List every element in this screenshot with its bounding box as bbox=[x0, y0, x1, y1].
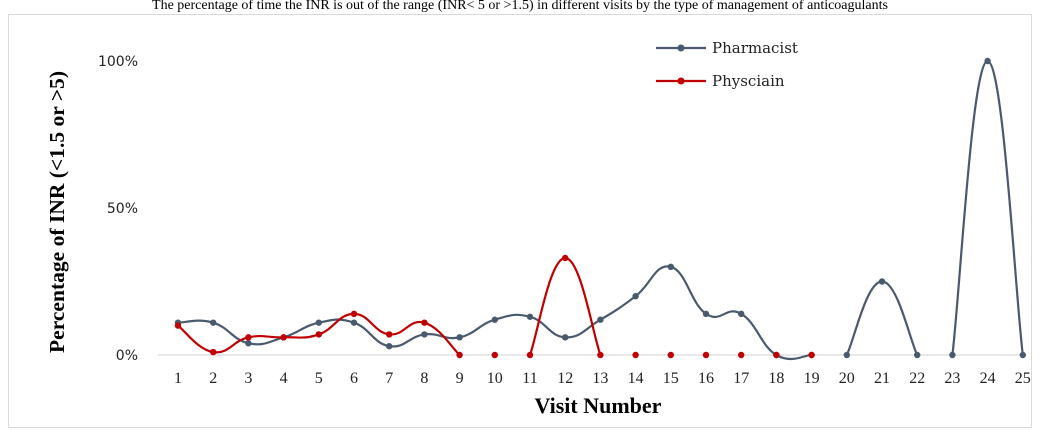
data-point-physciain bbox=[632, 351, 639, 359]
y-tick-label: 0% bbox=[116, 348, 138, 364]
x-tick-label: 12 bbox=[557, 370, 573, 387]
data-point-physciain bbox=[491, 351, 498, 359]
y-axis-label: Percentage of INR (<1.5 or >5) bbox=[45, 71, 69, 353]
data-point-physciain bbox=[315, 331, 322, 338]
x-tick-label: 8 bbox=[420, 370, 428, 387]
legend: Pharmacist Physciain bbox=[656, 39, 798, 90]
data-point-physciain bbox=[738, 351, 745, 359]
data-point-physciain bbox=[808, 351, 815, 359]
x-tick-label: 23 bbox=[944, 370, 960, 387]
data-point-physciain bbox=[174, 322, 182, 329]
legend-swatch-marker bbox=[677, 44, 685, 52]
data-point-pharmacist bbox=[667, 263, 674, 270]
legend-swatch-marker bbox=[677, 77, 685, 85]
x-tick-label: 18 bbox=[768, 370, 784, 387]
data-point-pharmacist bbox=[597, 316, 604, 323]
series-lines bbox=[177, 59, 1024, 361]
x-tick-label: 6 bbox=[350, 370, 358, 387]
data-point-pharmacist bbox=[878, 278, 886, 285]
x-tick-label: 3 bbox=[244, 370, 252, 387]
x-tick-label: 7 bbox=[385, 370, 393, 387]
x-tick-label: 4 bbox=[280, 370, 288, 387]
figure-caption: The percentage of time the INR is out of… bbox=[152, 0, 888, 13]
x-tick-label: 21 bbox=[874, 370, 890, 387]
data-point-pharmacist bbox=[843, 351, 850, 359]
data-point-pharmacist bbox=[350, 319, 358, 326]
chart-frame bbox=[8, 14, 1032, 428]
series-line-pharmacist bbox=[845, 280, 919, 356]
x-tick-label: 10 bbox=[487, 370, 503, 387]
data-point-pharmacist bbox=[702, 310, 710, 318]
x-tick-label: 1 bbox=[174, 370, 182, 387]
data-point-pharmacist bbox=[210, 319, 217, 326]
data-point-pharmacist bbox=[245, 340, 252, 347]
data-point-pharmacist bbox=[738, 310, 745, 318]
data-point-pharmacist bbox=[315, 319, 322, 326]
data-point-pharmacist bbox=[456, 334, 463, 341]
x-tick-label: 15 bbox=[663, 370, 679, 387]
data-point-pharmacist bbox=[386, 342, 393, 350]
data-point-physciain bbox=[526, 351, 534, 359]
x-tick-label: 16 bbox=[698, 370, 714, 387]
data-point-pharmacist bbox=[949, 351, 956, 359]
data-point-pharmacist bbox=[984, 57, 991, 65]
x-tick-labels: 1 2 3 4 5 6 7 8 9 10 11 12 13 14 15 16 17 18 19 20 21 22 23 24 2… bbox=[174, 370, 1031, 387]
data-point-physciain bbox=[667, 351, 674, 359]
x-tick-label: 24 bbox=[980, 370, 996, 387]
x-tick-label: 2 bbox=[209, 370, 217, 387]
x-tick-label: 20 bbox=[839, 370, 855, 387]
x-tick-label: 9 bbox=[456, 370, 464, 387]
y-tick-label: 50% bbox=[107, 201, 138, 217]
data-point-physciain bbox=[350, 310, 358, 318]
x-tick-label: 14 bbox=[628, 370, 644, 387]
data-point-physciain bbox=[386, 331, 393, 338]
x-tick-label: 25 bbox=[1015, 370, 1031, 387]
data-point-pharmacist bbox=[526, 313, 534, 320]
x-tick-label: 11 bbox=[522, 370, 537, 387]
data-point-pharmacist bbox=[562, 334, 569, 341]
x-tick-label: 17 bbox=[733, 370, 749, 387]
series-points bbox=[174, 57, 1026, 359]
data-point-physciain bbox=[456, 351, 463, 359]
data-point-pharmacist bbox=[632, 293, 639, 300]
data-point-physciain bbox=[280, 334, 287, 341]
x-tick-label: 13 bbox=[592, 370, 608, 387]
data-point-pharmacist bbox=[1019, 351, 1026, 359]
data-point-physciain bbox=[702, 351, 710, 359]
data-point-physciain bbox=[597, 351, 604, 359]
data-point-physciain bbox=[210, 348, 217, 356]
data-point-pharmacist bbox=[421, 331, 428, 338]
x-tick-label: 19 bbox=[804, 370, 820, 387]
x-tick-label: 5 bbox=[315, 370, 323, 387]
data-point-pharmacist bbox=[491, 316, 498, 323]
legend-entry-label: Pharmacist bbox=[712, 39, 798, 57]
data-point-physciain bbox=[773, 351, 780, 359]
legend-entry-label: Physciain bbox=[712, 72, 785, 90]
x-tick-label: 22 bbox=[909, 370, 925, 387]
data-point-pharmacist bbox=[914, 351, 921, 359]
data-point-physciain bbox=[562, 254, 569, 262]
data-point-physciain bbox=[245, 334, 252, 341]
series-line-pharmacist bbox=[951, 59, 1024, 356]
y-tick-labels: 0% 50% 100% bbox=[98, 54, 138, 364]
data-point-physciain bbox=[421, 319, 428, 326]
x-axis-label: Visit Number bbox=[535, 393, 662, 418]
series-line-pharmacist bbox=[177, 265, 812, 361]
y-tick-label: 100% bbox=[98, 54, 138, 70]
